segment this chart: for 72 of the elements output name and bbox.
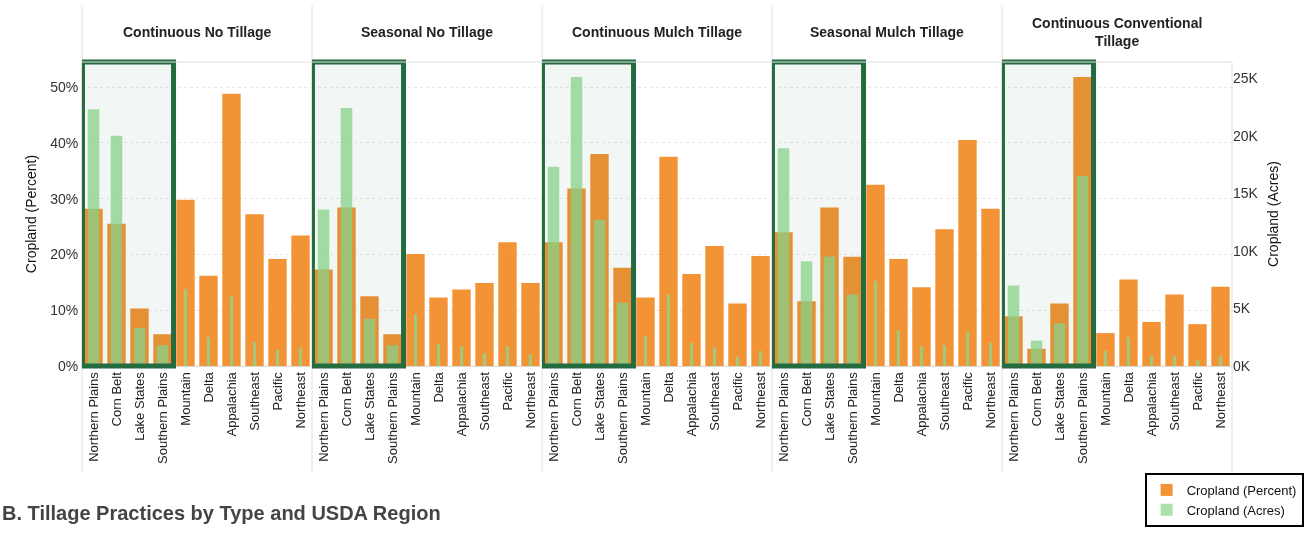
y2-tick-label: 15K: [1233, 185, 1259, 202]
x-tick-label: Southern Plains: [384, 371, 400, 464]
x-tick-label: Southeast: [246, 371, 262, 431]
y2-tick-label: 0K: [1233, 357, 1251, 374]
x-tick-label: Lake States: [821, 371, 837, 441]
x-tick-label: Delta: [660, 371, 676, 403]
x-tick-label: Southern Plains: [614, 371, 630, 464]
x-tick-label: Northern Plains: [545, 371, 561, 462]
y-tick-label: 50%: [50, 79, 79, 95]
x-tick-label: Southeast: [1166, 371, 1182, 431]
x-tick-label: Mountain: [867, 372, 883, 426]
chart-title: Continuous Mulch Tillage: [572, 24, 743, 40]
x-tick-label: Appalachia: [683, 371, 699, 437]
y2-axis-title: Cropland (Acres): [1264, 161, 1281, 267]
x-tick-label: Northeast: [752, 371, 768, 429]
x-tick-label: Northeast: [982, 371, 998, 429]
x-tick-label: Pacific: [959, 371, 975, 411]
x-tick-label: Corn Belt: [338, 371, 354, 427]
chart-title: Seasonal No Tillage: [361, 24, 494, 40]
x-tick-label: Corn Belt: [798, 371, 814, 427]
chart-title: Continuous No Tillage: [123, 24, 272, 40]
x-tick-label: Northern Plains: [85, 371, 101, 462]
x-tick-label: Southern Plains: [154, 371, 170, 464]
x-tick-label: Northern Plains: [775, 371, 791, 462]
x-tick-label: Northeast: [1212, 371, 1228, 429]
y-axis-title: Cropland (Percent): [22, 154, 39, 274]
x-tick-label: Appalachia: [913, 371, 929, 437]
x-tick-label: Mountain: [177, 372, 193, 426]
chart-title: Continuous Conventional Tillage: [1032, 15, 1203, 50]
x-tick-label: Northeast: [292, 371, 308, 429]
x-tick-label: Mountain: [637, 372, 653, 426]
x-tick-label: Lake States: [361, 371, 377, 441]
x-tick-label: Delta: [200, 371, 216, 403]
x-tick-label: Corn Belt: [568, 371, 584, 427]
y2-tick-label: 5K: [1233, 300, 1251, 317]
x-tick-label: Delta: [430, 371, 446, 403]
x-tick-label: Northern Plains: [315, 371, 331, 462]
y-tick-label: 30%: [50, 190, 79, 207]
x-tick-label: Southeast: [936, 371, 952, 431]
y-tick-label: 40%: [50, 134, 79, 151]
x-tick-label: Mountain: [1097, 372, 1113, 426]
x-tick-label: Appalachia: [453, 371, 469, 437]
x-tick-label: Northeast: [522, 371, 538, 429]
y2-tick-label: 10K: [1233, 242, 1259, 259]
x-tick-label: Southern Plains: [1074, 371, 1090, 464]
x-tick-label: Lake States: [131, 371, 147, 441]
x-tick-label: Appalachia: [223, 371, 239, 437]
x-tick-label: Southeast: [476, 371, 492, 431]
x-tick-label: Lake States: [1051, 371, 1067, 441]
x-tick-label: Mountain: [407, 372, 423, 426]
x-tick-label: Northern Plains: [1005, 371, 1021, 462]
y-tick-label: 10%: [50, 302, 79, 319]
x-tick-label: Delta: [890, 371, 906, 403]
x-tick-label: Pacific: [1189, 371, 1205, 411]
x-tick-label: Pacific: [729, 371, 745, 411]
x-tick-label: Southern Plains: [844, 371, 860, 464]
x-tick-label: Pacific: [269, 371, 285, 411]
y-tick-label: 0%: [57, 357, 79, 374]
chart-title: Seasonal Mulch Tillage: [810, 24, 964, 40]
x-tick-label: Delta: [1120, 371, 1136, 403]
x-tick-label: Corn Belt: [108, 371, 124, 427]
text: B. Tillage Practices by Type and USDA Region: [2, 502, 441, 524]
x-tick-label: Appalachia: [1143, 371, 1159, 437]
y2-tick-label: 20K: [1233, 127, 1259, 144]
legend-label: Cropland (Percent): [1186, 482, 1297, 498]
legend-label: Cropland (Acres): [1186, 502, 1285, 518]
x-tick-label: Pacific: [499, 371, 515, 411]
y2-tick-label: 25K: [1233, 70, 1259, 87]
x-tick-label: Lake States: [591, 371, 607, 441]
y-tick-label: 20%: [50, 246, 79, 263]
x-tick-label: Southeast: [706, 371, 722, 431]
x-tick-label: Corn Belt: [1028, 371, 1044, 427]
